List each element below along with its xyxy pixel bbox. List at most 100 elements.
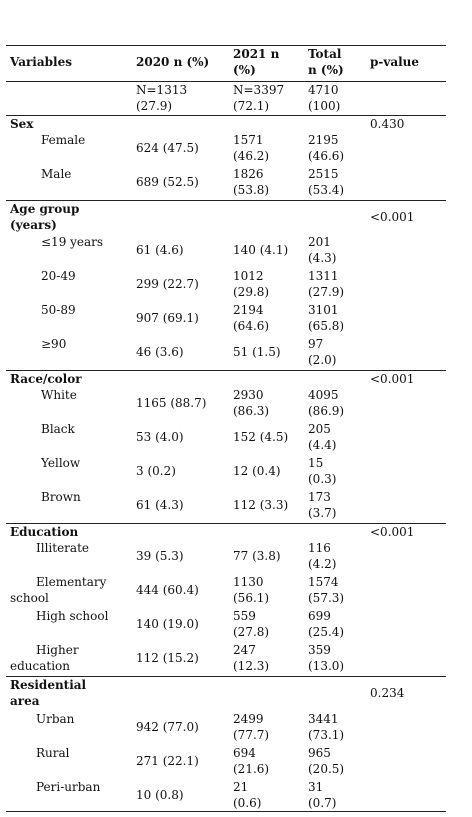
row-total-line1: 2515 [308, 167, 339, 181]
row-total-line1: 201 [308, 235, 331, 249]
row-2020: 39 (5.3) [136, 549, 184, 563]
row-label-line2: (years) [10, 218, 57, 232]
row-2020: 140 (19.0) [136, 617, 199, 631]
header-total-line2: n (%) [308, 63, 344, 77]
row-2021-line2: (64.6) [233, 319, 270, 333]
row-pvalue: 0.430 [370, 117, 405, 131]
row-label: White [41, 388, 77, 402]
row-2020: 942 (77.0) [136, 720, 199, 734]
header-rule [6, 81, 446, 82]
row-label-line1: Higher [36, 643, 79, 657]
row-2021-line1: 1012 [233, 269, 264, 283]
row-total-line1: 3441 [308, 712, 339, 726]
row-label: Rural [36, 746, 70, 760]
header-pvalue: p-value [370, 55, 420, 69]
row-2021-line2: (77.7) [233, 728, 270, 742]
row-total-line1: 173 [308, 490, 331, 504]
row-2020: 624 (47.5) [136, 141, 199, 155]
row-2021-line1: 559 [233, 609, 256, 623]
row-rule [6, 523, 446, 524]
row-2020: 46 (3.6) [136, 345, 184, 359]
n-total-line1: 4710 [308, 83, 339, 97]
row-total-line2: (65.8) [308, 319, 345, 333]
row-label-line2: area [10, 694, 40, 708]
row-2021-line2: (12.3) [233, 659, 270, 673]
row-total-line1: 3101 [308, 303, 339, 317]
row-2021-line2: (21.6) [233, 762, 270, 776]
row-2021: 112 (3.3) [233, 498, 289, 512]
row-2021-line2: (53.8) [233, 183, 270, 197]
row-2020: 61 (4.3) [136, 498, 184, 512]
row-2021-line1: 21 [233, 780, 249, 794]
row-label: High school [36, 609, 109, 623]
row-2021-line1: 247 [233, 643, 256, 657]
row-2021: 140 (4.1) [233, 243, 289, 257]
row-total-line1: 116 [308, 541, 331, 555]
row-total-line2: (0.7) [308, 796, 337, 810]
row-2021-line2: (46.2) [233, 149, 270, 163]
row-label-line1: Age group [10, 202, 80, 216]
row-total-line2: (73.1) [308, 728, 345, 742]
row-total-line2: (57.3) [308, 591, 345, 605]
row-2021-line1: 694 [233, 746, 256, 760]
row-total-line1: 1574 [308, 575, 339, 589]
n-total-line2: (100) [308, 99, 341, 113]
row-total-line1: 1311 [308, 269, 339, 283]
row-total-line2: (53.4) [308, 183, 345, 197]
row-label-line1: Elementary [36, 575, 107, 589]
row-label-line2: education [10, 659, 70, 673]
row-label: 20-49 [41, 269, 76, 283]
row-2021-line1: 1571 [233, 133, 264, 147]
row-total-line1: 97 [308, 337, 324, 351]
row-label: Black [41, 422, 75, 436]
row-label-line2: school [10, 591, 49, 605]
row-2021-line1: 2930 [233, 388, 264, 402]
n-2020-line2: (27.9) [136, 99, 173, 113]
row-label: ≤19 years [41, 235, 104, 249]
n-2021-line1: N=3397 [233, 83, 285, 97]
row-2020: 907 (69.1) [136, 311, 199, 325]
row-2020: 444 (60.4) [136, 583, 199, 597]
row-label: Male [41, 167, 72, 181]
header-variables: Variables [10, 55, 72, 69]
row-total-line2: (25.4) [308, 625, 345, 639]
row-rule [6, 370, 446, 371]
row-total-line1: 359 [308, 643, 331, 657]
row-2021-line2: (0.6) [233, 796, 262, 810]
row-pvalue: 0.234 [370, 686, 405, 700]
row-pvalue: <0.001 [370, 525, 415, 539]
row-rule [6, 676, 446, 677]
row-2021-line2: (56.1) [233, 591, 270, 605]
row-label: Female [41, 133, 86, 147]
row-label: Illiterate [36, 541, 89, 555]
row-2021-line2: (86.3) [233, 404, 270, 418]
row-total-line2: (20.5) [308, 762, 345, 776]
row-total-line1: 4095 [308, 388, 339, 402]
row-2021: 51 (1.5) [233, 345, 281, 359]
n-2021-line2: (72.1) [233, 99, 270, 113]
table-bottom-rule [6, 811, 446, 812]
row-label: Education [10, 525, 79, 539]
row-total-line1: 31 [308, 780, 324, 794]
row-rule [6, 115, 446, 116]
row-2021-line2: (27.8) [233, 625, 270, 639]
row-2020: 53 (4.0) [136, 430, 184, 444]
row-total-line2: (3.7) [308, 506, 337, 520]
row-total-line1: 205 [308, 422, 331, 436]
header-2021-line1: 2021 n [233, 47, 280, 61]
row-label: Peri-urban [36, 780, 101, 794]
row-total-line1: 2195 [308, 133, 339, 147]
row-2021: 77 (3.8) [233, 549, 281, 563]
row-2020: 1165 (88.7) [136, 396, 207, 410]
row-2021-line1: 2194 [233, 303, 264, 317]
row-2020: 10 (0.8) [136, 788, 184, 802]
row-2021-line2: (29.8) [233, 285, 270, 299]
n-2020-line1: N=1313 [136, 83, 188, 97]
row-total-line2: (86.9) [308, 404, 345, 418]
row-2021-line1: 1130 [233, 575, 264, 589]
row-2020: 112 (15.2) [136, 651, 199, 665]
row-total-line2: (27.9) [308, 285, 345, 299]
row-total-line2: (13.0) [308, 659, 345, 673]
row-2020: 689 (52.5) [136, 175, 199, 189]
row-2020: 299 (22.7) [136, 277, 199, 291]
